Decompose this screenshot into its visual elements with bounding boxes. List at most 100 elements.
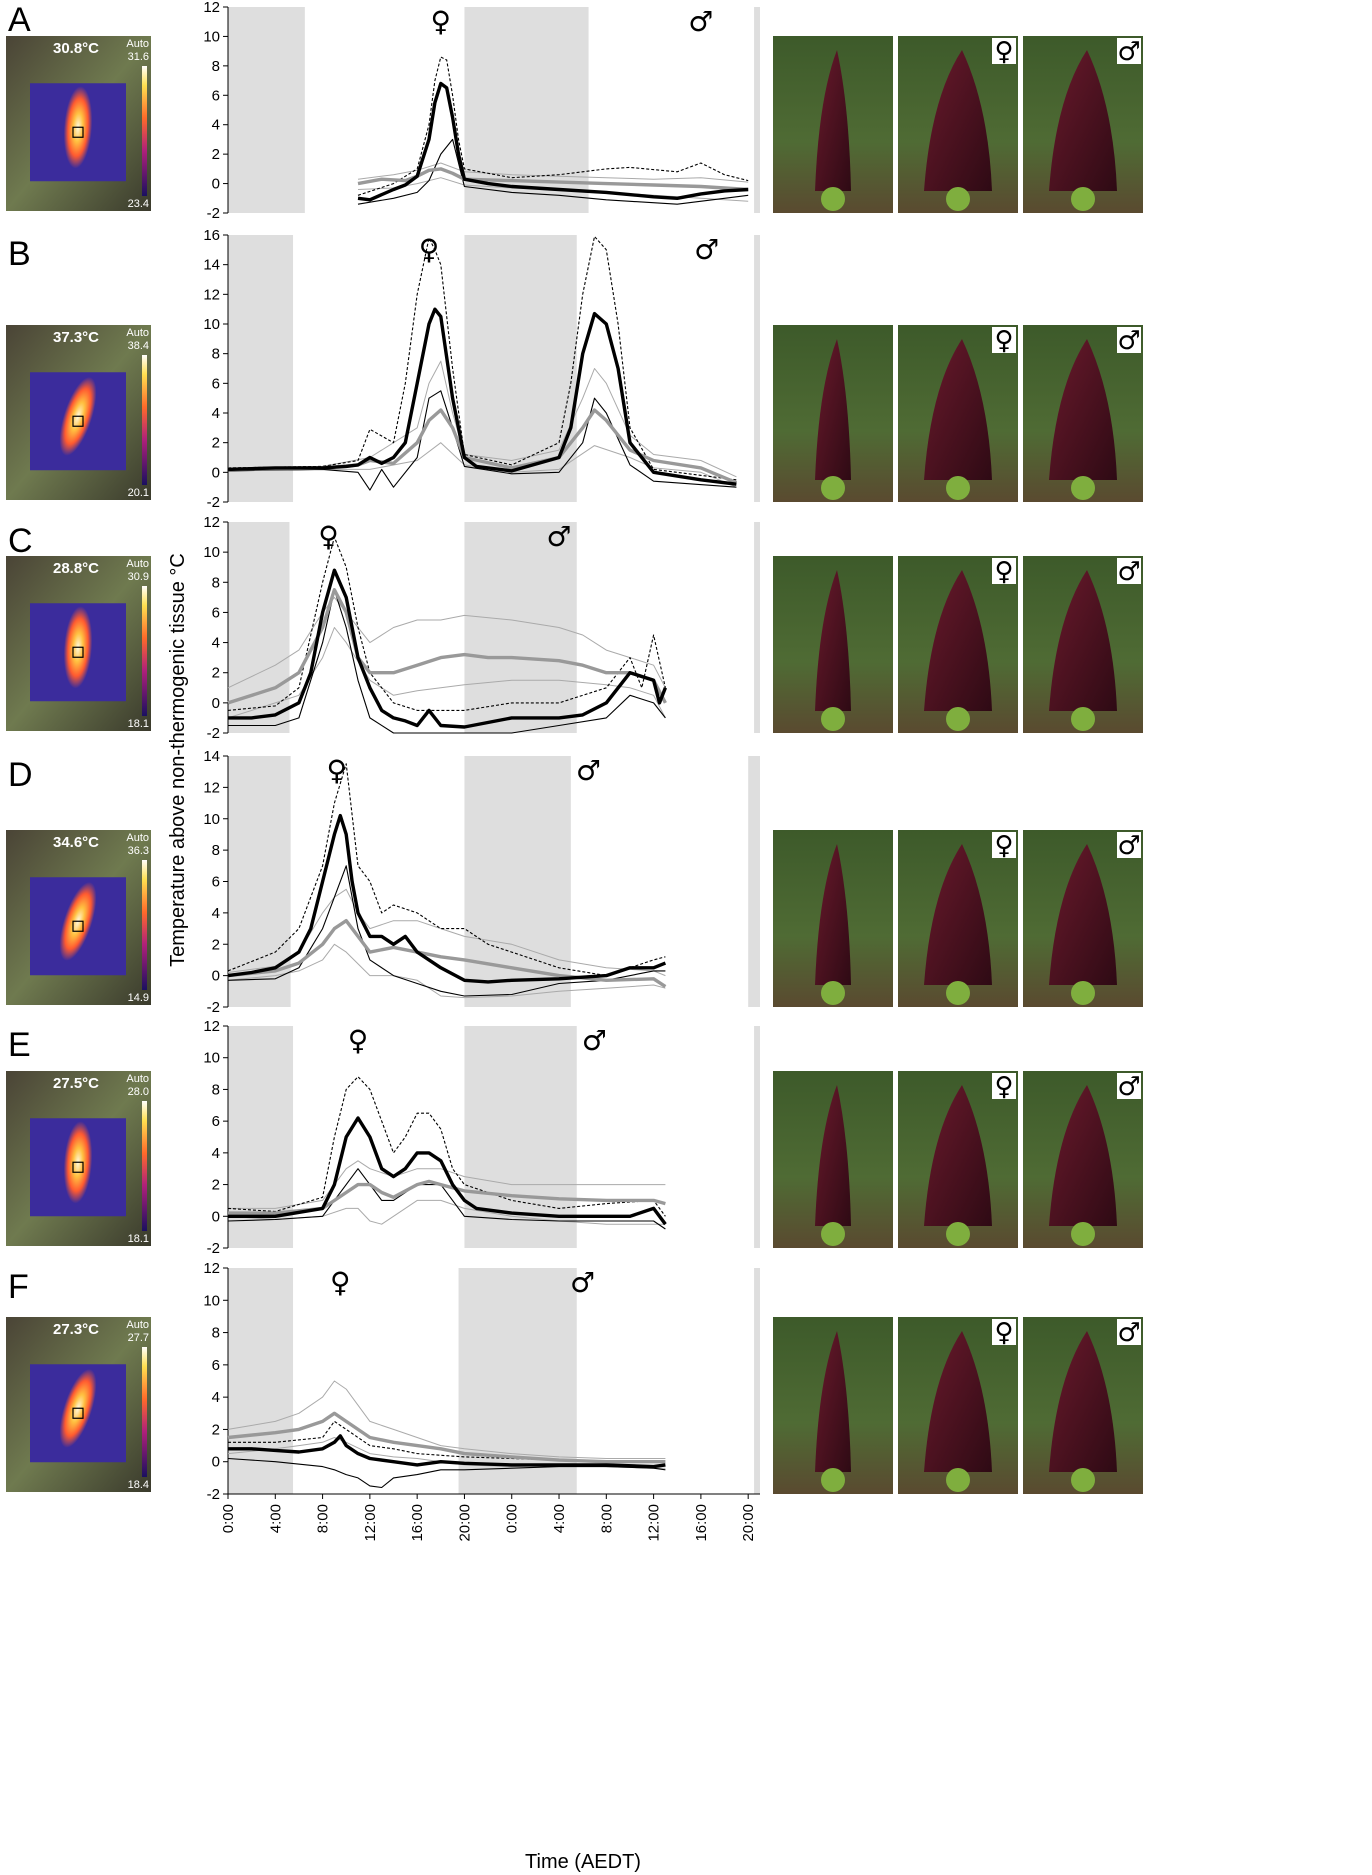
crosshair-icon	[72, 646, 84, 658]
thermal-temperature: 30.8°C	[53, 40, 99, 57]
y-tick-label: 2	[212, 146, 220, 163]
photo-male-symbol: ♂	[1117, 37, 1140, 67]
night-shading	[754, 7, 760, 213]
series-line-female-lower	[227, 1168, 666, 1230]
y-tick-label: 10	[203, 544, 220, 561]
flower-photo: ♂	[1023, 556, 1143, 733]
night-shading	[228, 7, 305, 213]
female-symbol: ♀	[318, 520, 339, 553]
thermal-min: 18.1	[128, 1233, 149, 1245]
thermal-max: 30.9	[128, 571, 149, 583]
flower-photo: ♂	[1023, 1317, 1143, 1494]
x-tick-label: 12:00	[646, 1504, 663, 1542]
thermal-max: 27.7	[128, 1332, 149, 1344]
x-tick-label: 0:00	[504, 1504, 521, 1533]
y-tick-label: 4	[212, 1145, 220, 1162]
thermal-min: 20.1	[128, 487, 149, 499]
series-line-male-lower	[227, 943, 666, 999]
thermal-mode: Auto	[126, 832, 149, 844]
series-line-male-upper	[227, 596, 666, 689]
series-line-male-upper	[227, 888, 666, 977]
y-tick-label: 6	[212, 874, 220, 891]
y-tick-label: 8	[212, 574, 220, 591]
flower-photo	[773, 36, 893, 213]
series-line-male-mean	[228, 1179, 666, 1215]
series-line-female-upper	[357, 56, 749, 196]
crosshair-icon	[72, 1161, 84, 1173]
flower-photo: ♀	[898, 36, 1018, 213]
series-line-female-mean	[228, 1116, 667, 1226]
series-line-female-mean	[227, 307, 737, 486]
thermal-mode: Auto	[126, 327, 149, 339]
y-tick-label: 0	[212, 1208, 220, 1225]
y-tick-label: 4	[212, 117, 220, 134]
y-tick-label: -2	[207, 725, 220, 742]
color-scale-bar	[142, 66, 147, 196]
photo-male-symbol: ♂	[1117, 831, 1140, 861]
y-tick-label: 12	[203, 1018, 220, 1035]
panel-letter: B	[8, 235, 31, 273]
female-symbol: ♀	[327, 754, 348, 787]
series-line-male-upper	[357, 162, 749, 183]
y-tick-label: 12	[203, 286, 220, 303]
series-line-male-lower	[227, 1199, 666, 1225]
y-tick-label: 0	[212, 968, 220, 985]
color-scale-bar	[142, 355, 147, 485]
y-tick-label: 10	[203, 1292, 220, 1309]
x-axis-title: Time (AEDT)	[525, 1851, 641, 1873]
y-tick-label: 4	[212, 1389, 220, 1406]
flower-photo: ♀	[898, 830, 1018, 1007]
photo-male-symbol: ♂	[1117, 1072, 1140, 1102]
female-symbol: ♀	[419, 233, 440, 266]
panel-letter: F	[8, 1268, 29, 1306]
y-tick-label: 6	[212, 1357, 220, 1374]
series-line-female-upper	[227, 763, 666, 977]
x-tick-label: 8:00	[315, 1504, 332, 1533]
series-line-female-lower	[357, 138, 749, 205]
panel-letter: D	[8, 756, 33, 794]
panel-letter: C	[8, 522, 33, 560]
x-tick-label: 0:00	[220, 1504, 237, 1533]
thermal-temperature: 37.3°C	[53, 329, 99, 346]
female-symbol: ♀	[330, 1266, 351, 1299]
panel-letter: E	[8, 1026, 31, 1064]
male-symbol: ♂	[582, 1024, 607, 1057]
y-tick-label: 2	[212, 665, 220, 682]
thermal-mode: Auto	[126, 1073, 149, 1085]
series-line-male-mean	[227, 588, 667, 705]
y-tick-label: 6	[212, 87, 220, 104]
y-tick-label: 12	[203, 514, 220, 531]
series-line-male-lower	[227, 627, 666, 719]
flower-photo	[773, 1317, 893, 1494]
thermal-mode: Auto	[126, 1319, 149, 1331]
x-tick-labels: 0:00 4:00 8:00 12:00 16:00 20:00 0:00 4:00 8:00 1…	[220, 1504, 757, 1542]
night-shading	[754, 522, 760, 733]
x-tick-label: 12:00	[362, 1504, 379, 1542]
series-line-female-lower	[227, 865, 666, 997]
y-tick-label: 4	[212, 905, 220, 922]
series-line-female-mean	[228, 568, 667, 729]
photo-female-symbol: ♀	[994, 831, 1013, 861]
y-tick-label: 4	[212, 635, 220, 652]
crosshair-icon	[72, 920, 84, 932]
thermal-mode: Auto	[126, 558, 149, 570]
thermal-temperature: 34.6°C	[53, 834, 99, 851]
y-tick-label: 0	[212, 176, 220, 193]
x-tick-label: 20:00	[456, 1504, 473, 1542]
flower-photo: ♀	[898, 1071, 1018, 1248]
y-tick-label: 0	[212, 695, 220, 712]
male-symbol: ♂	[688, 5, 713, 38]
color-scale-bar	[142, 586, 147, 716]
thermal-min: 23.4	[128, 198, 149, 210]
night-shading	[754, 1268, 760, 1494]
male-symbol: ♂	[546, 520, 571, 553]
